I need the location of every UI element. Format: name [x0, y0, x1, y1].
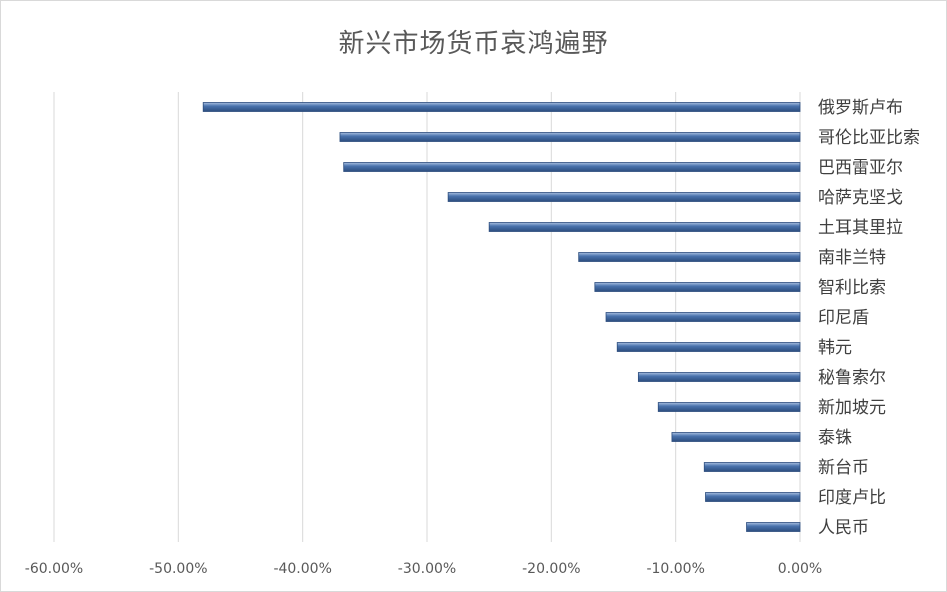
category-label: 新加坡元	[818, 398, 886, 418]
category-label: 哈萨克坚戈	[818, 188, 903, 208]
bars	[202, 102, 801, 532]
bar	[488, 222, 801, 232]
bar	[705, 492, 801, 502]
x-tick-label: -50.00%	[149, 561, 207, 577]
bar	[703, 462, 801, 472]
category-label: 新台币	[818, 458, 869, 478]
bar	[447, 192, 801, 202]
bar	[343, 162, 801, 172]
category-label: 人民币	[818, 518, 869, 538]
category-label: 哥伦比亚比索	[818, 128, 920, 148]
x-tick-label: 0.00%	[778, 561, 822, 577]
category-label: 南非兰特	[818, 248, 886, 268]
category-label: 印尼盾	[818, 308, 869, 328]
bar	[202, 102, 801, 112]
x-tick-label: -30.00%	[398, 561, 456, 577]
x-axis-ticks: -60.00% -50.00% -40.00% -30.00% -20.00% -10.0…	[25, 561, 822, 577]
bar	[594, 282, 801, 292]
bar	[637, 372, 801, 382]
x-tick-label: -40.00%	[273, 561, 331, 577]
bar	[339, 132, 801, 142]
x-tick-label: -20.00%	[522, 561, 580, 577]
bar	[616, 342, 801, 352]
category-label: 智利比索	[818, 278, 886, 298]
x-tick-label: -10.00%	[646, 561, 704, 577]
bar	[657, 402, 801, 412]
bar	[605, 312, 801, 322]
bar	[671, 432, 801, 442]
bar	[746, 522, 801, 532]
category-label: 俄罗斯卢布	[818, 98, 903, 118]
category-label: 土耳其里拉	[818, 218, 903, 238]
category-label: 巴西雷亚尔	[818, 158, 903, 178]
chart-title: 新兴市场货币哀鸿遍野	[338, 29, 609, 59]
category-label: 秘鲁索尔	[818, 368, 886, 388]
category-labels: 俄罗斯卢布哥伦比亚比索巴西雷亚尔哈萨克坚戈土耳其里拉南非兰特智利比索印尼盾韩元秘…	[818, 98, 920, 538]
bar	[578, 252, 801, 262]
category-label: 泰铢	[818, 428, 852, 448]
category-label: 印度卢比	[818, 488, 886, 508]
x-tick-label: -60.00%	[25, 561, 83, 577]
category-label: 韩元	[818, 338, 852, 358]
